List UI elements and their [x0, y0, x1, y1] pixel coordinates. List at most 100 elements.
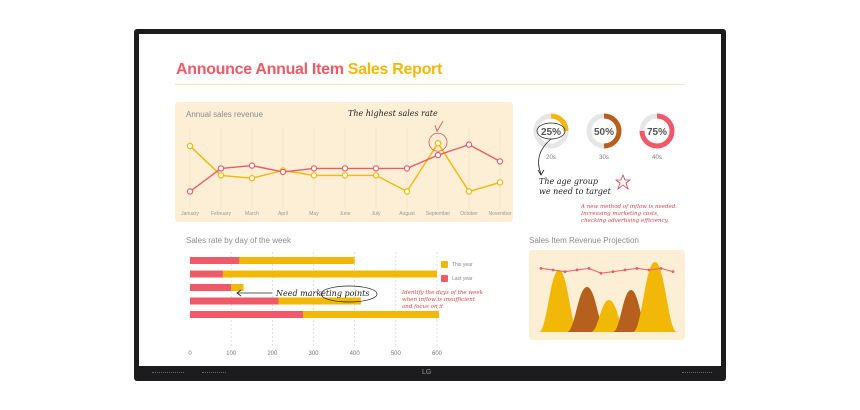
inflow-note: A new method of inflow is needed. Increa…: [581, 204, 677, 225]
marketing-arrow: [236, 289, 272, 297]
donut-value-20s: 25%: [541, 127, 561, 138]
title-part-main: Announce Annual Item: [176, 61, 348, 78]
legend-last-year-swatch: [441, 275, 448, 282]
brand-logo: LG: [422, 369, 432, 376]
x-tick-label: August: [399, 211, 415, 217]
donut-value-30s: 50%: [594, 127, 614, 138]
x-tick-label: April: [278, 211, 288, 217]
data-point: [217, 165, 225, 172]
legend-this-year-swatch: [441, 261, 448, 268]
inflow-note-line2: Increasing marketing costs,: [581, 211, 659, 217]
data-point: [310, 172, 318, 179]
data-point: [310, 165, 318, 172]
title-part-highlight: Sales Report: [347, 61, 443, 78]
projection-trend-line: [540, 267, 674, 274]
yellow-peak: [591, 300, 627, 332]
brown-peak: [567, 287, 607, 332]
x-tick-label: 200: [267, 351, 278, 357]
trend-point: [563, 270, 567, 273]
donut-arc-20s: [533, 113, 569, 149]
x-tick-label: 0: [188, 351, 192, 357]
data-point: [372, 165, 380, 172]
bar-segment: [190, 257, 240, 264]
display-monitor: Announce Annual Item Sales Report Annual…: [134, 29, 726, 381]
revenue-line-chart: January February March April May June July Augu…: [181, 120, 512, 217]
data-point: [341, 172, 349, 179]
x-tick-label: 400: [350, 351, 361, 357]
x-tick-label: March: [245, 211, 259, 217]
data-point: [403, 165, 411, 172]
x-tick-label: February: [211, 211, 232, 217]
bezel-button-dots: [202, 372, 226, 375]
weekday-note-line1: Identify the days of the week: [402, 290, 483, 296]
trend-point: [575, 268, 579, 272]
x-tick-label: January: [181, 211, 199, 217]
trend-point: [551, 268, 555, 272]
bar-segment: [239, 257, 355, 264]
donut-arc-30s: [586, 113, 622, 149]
revenue-panel: Annual sales revenue January February Marc…: [175, 102, 513, 222]
x-tick-label: September: [426, 211, 451, 217]
star-doodle-icon: [615, 174, 631, 190]
bar-segment: [190, 284, 232, 291]
bar-segment: [190, 311, 304, 318]
bezel-sensor-dots: [152, 372, 184, 375]
x-tick-label: November: [488, 211, 511, 217]
yellow-peak: [539, 270, 579, 332]
bar-segment: [222, 270, 437, 278]
annotation-arrow: [537, 138, 552, 176]
yellow-peak: [633, 262, 677, 332]
bezel-port-dots: [682, 372, 712, 375]
data-point: [434, 140, 442, 147]
marketing-points-annotation: Need marketing points: [276, 289, 370, 298]
legend-this-year-label: This year: [452, 262, 473, 268]
projection-area-chart: [539, 262, 677, 332]
donut-label-40s: 40s: [652, 155, 662, 161]
weekday-bar-chart: 0 100 200 300 400 500 600: [188, 252, 443, 357]
trend-point: [599, 271, 603, 275]
x-tick-label: May: [309, 211, 319, 217]
projection-label: Sales Item Revenue Projection: [529, 236, 639, 245]
trend-point: [623, 268, 627, 272]
trend-point: [647, 268, 651, 272]
screen: Announce Annual Item Sales Report Annual…: [139, 34, 721, 366]
data-point: [434, 151, 442, 159]
x-tick-label: 300: [308, 351, 319, 357]
x-tick-label: 100: [226, 351, 237, 357]
donut-label-30s: 30s: [599, 155, 609, 161]
data-point: [217, 172, 225, 179]
age-group-donuts: 25% 20s 50% 30s 75% 40s: [533, 113, 675, 161]
data-point: [341, 165, 349, 172]
data-point: [186, 142, 194, 150]
highest-rate-annotation: The highest sales rate: [348, 109, 438, 118]
projection-panel: [529, 250, 685, 340]
x-tick-label: July: [372, 211, 381, 217]
data-point: [465, 141, 473, 148]
donut-label-20s: 20s: [546, 155, 556, 161]
weekday-note-line2: when inflow is insufficient: [402, 297, 476, 303]
x-tick-label: 600: [432, 351, 443, 357]
target-age-line2: we need to target: [539, 187, 611, 196]
trend-point: [659, 267, 663, 270]
donut-value-40s: 75%: [647, 127, 667, 138]
target-age-line1: The age group: [539, 177, 598, 186]
x-tick-label: June: [340, 211, 351, 217]
report-title: Announce Annual Item Sales Report: [176, 61, 442, 79]
data-point: [496, 158, 504, 165]
trend-point: [539, 267, 543, 270]
trend-point: [635, 267, 639, 270]
bottom-bezel: LG: [134, 366, 726, 381]
data-point: [248, 174, 256, 182]
inflow-note-line3: checking advertising efficiency.: [581, 218, 669, 224]
trend-point: [611, 270, 615, 273]
donut-arc-40s: [639, 113, 675, 149]
bar-segment: [278, 297, 361, 305]
x-tick-label: 500: [391, 351, 402, 357]
data-point: [186, 188, 194, 195]
bar-segment: [231, 284, 244, 291]
data-point: [465, 188, 473, 195]
bar-segment: [190, 270, 223, 278]
legend-last-year-label: Last year: [452, 276, 473, 282]
data-point: [248, 162, 256, 169]
bar-segment: [190, 297, 279, 305]
